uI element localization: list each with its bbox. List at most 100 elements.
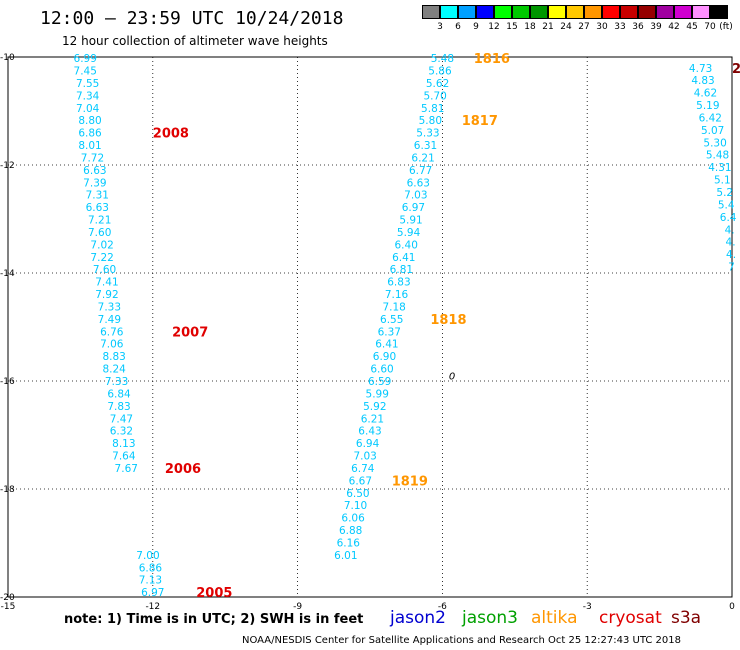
legend-swatch xyxy=(422,5,440,19)
swh-value-label: 6.4 xyxy=(720,212,737,224)
swh-value-label: 6.76 xyxy=(100,326,124,338)
swh-value-label: 6.50 xyxy=(346,488,369,500)
swh-value-label: 5.91 xyxy=(399,215,422,227)
map-marker: 0 xyxy=(449,372,455,383)
swh-value-label: 5.70 xyxy=(423,90,446,102)
swh-value-label: 4. xyxy=(726,249,736,261)
legend-swatch xyxy=(656,5,674,19)
swh-value-label: 5.80 xyxy=(419,115,442,127)
satellite-name: jason2 xyxy=(390,608,446,628)
swh-value-label: 6.67 xyxy=(349,475,372,487)
swh-value-label: 7.41 xyxy=(95,277,118,289)
swh-value-label: 5.94 xyxy=(397,227,421,239)
swh-value-label: 7.60 xyxy=(93,264,116,276)
lon-tick-label: -15 xyxy=(1,602,16,612)
swh-value-label: 6.32 xyxy=(110,426,133,438)
swh-value-label: 7.34 xyxy=(76,90,100,102)
swh-value-label: 5.86 xyxy=(428,66,452,78)
swh-value-label: 7.45 xyxy=(74,66,97,78)
swh-value-label: 7.55 xyxy=(76,78,99,90)
swh-value-label: 7.39 xyxy=(83,177,106,189)
swh-value-label: 7.00 xyxy=(136,550,159,562)
swh-value-label: 4. xyxy=(726,237,736,249)
legend-label: 36 xyxy=(632,22,644,32)
swh-value-label: 7.49 xyxy=(98,314,121,326)
swh-value-label: 8.80 xyxy=(78,115,101,127)
swh-value-label: 6.55 xyxy=(380,314,403,326)
swh-value-label: 6.41 xyxy=(375,339,398,351)
swh-value-label: 6.83 xyxy=(387,277,410,289)
lon-tick-label: -6 xyxy=(438,602,447,612)
swh-value-label: 6.84 xyxy=(107,388,131,400)
swh-value-label: 5.62 xyxy=(426,78,449,90)
legend-label: 21 xyxy=(542,22,554,32)
legend-label: 45 xyxy=(686,22,698,32)
legend-swatch xyxy=(458,5,476,19)
legend-label: 33 xyxy=(614,22,626,32)
legend-label: 30 xyxy=(596,22,608,32)
swh-value-label: 8.01 xyxy=(78,140,101,152)
map-frame xyxy=(7,56,733,598)
swh-value-label: 5.92 xyxy=(363,401,386,413)
swh-value-label: 5.33 xyxy=(416,128,439,140)
legend-label: 15 xyxy=(506,22,518,32)
swh-value-label: 7.04 xyxy=(76,103,100,115)
lat-tick-label: -14 xyxy=(0,269,15,279)
swh-value-label: 6.40 xyxy=(395,239,418,251)
lat-tick-label: -18 xyxy=(0,485,15,495)
swh-value-label: 7.06 xyxy=(100,339,124,351)
swh-value-label: 6.97 xyxy=(402,202,425,214)
swh-value-label: 7.22 xyxy=(90,252,113,264)
swh-value-label: 6.86 xyxy=(78,128,102,140)
legend-label: 6 xyxy=(455,22,461,32)
swh-value-label: 7.67 xyxy=(115,463,138,475)
swh-value-label: 6.94 xyxy=(356,438,380,450)
page-title: 12:00 – 23:59 UTC 10/24/2018 xyxy=(40,8,344,29)
swh-value-label: 6.42 xyxy=(699,112,722,124)
pass-time-label: 1817 xyxy=(462,114,498,129)
pass-time-label: 1816 xyxy=(474,52,510,67)
swh-value-label: 6.86 xyxy=(139,562,163,574)
swh-value-label: 6.21 xyxy=(361,413,384,425)
swh-value-label: 5.07 xyxy=(701,125,724,137)
satellite-name: cryosat xyxy=(599,608,662,628)
legend-swatch xyxy=(512,5,530,19)
swh-value-label: 4.83 xyxy=(691,75,714,87)
swh-value-label: 6.88 xyxy=(339,525,362,537)
swh-value-label: 5.48 xyxy=(706,150,729,162)
swh-value-label: 5.2 xyxy=(716,187,733,199)
swh-value-label: 6.99 xyxy=(74,53,97,65)
legend-swatch xyxy=(620,5,638,19)
pass-time-label: 2008 xyxy=(153,127,189,142)
swh-value-label: 6.63 xyxy=(86,202,109,214)
swh-value-label: 6.74 xyxy=(351,463,375,475)
swh-value-label: 7.83 xyxy=(107,401,130,413)
pass-time-label: 2005 xyxy=(196,586,232,601)
swh-value-label: 6.63 xyxy=(83,165,106,177)
swh-value-label: 4.73 xyxy=(689,63,712,75)
swh-value-label: 4.31 xyxy=(708,162,731,174)
swh-value-label: 6.90 xyxy=(373,351,396,363)
swh-value-label: 6.77 xyxy=(409,165,432,177)
lon-tick-label: -12 xyxy=(145,602,160,612)
swh-value-label: 7.60 xyxy=(88,227,111,239)
swh-value-label: 7 xyxy=(728,262,735,274)
legend-swatch xyxy=(584,5,602,19)
swh-value-label: 7.92 xyxy=(95,289,118,301)
swh-value-label: 7.47 xyxy=(110,413,133,425)
swh-value-label: 6.31 xyxy=(414,140,437,152)
satellite-name: s3a xyxy=(671,608,702,628)
footer-note: note: 1) Time is in UTC; 2) SWH is in fe… xyxy=(64,612,364,627)
legend-swatch xyxy=(566,5,584,19)
pass-time-label: 1819 xyxy=(392,474,428,489)
swh-value-label: 6.81 xyxy=(390,264,413,276)
legend-label: 3 xyxy=(437,22,443,32)
swh-value-label: 4. xyxy=(725,224,735,236)
page-subtitle: 12 hour collection of altimeter wave hei… xyxy=(62,34,328,48)
legend-unit: (ft) xyxy=(719,22,733,32)
swh-value-label: 7.16 xyxy=(385,289,409,301)
pass-time-label: 2007 xyxy=(172,325,208,340)
legend-swatch xyxy=(674,5,692,19)
pass-time-label: 1818 xyxy=(430,313,466,328)
